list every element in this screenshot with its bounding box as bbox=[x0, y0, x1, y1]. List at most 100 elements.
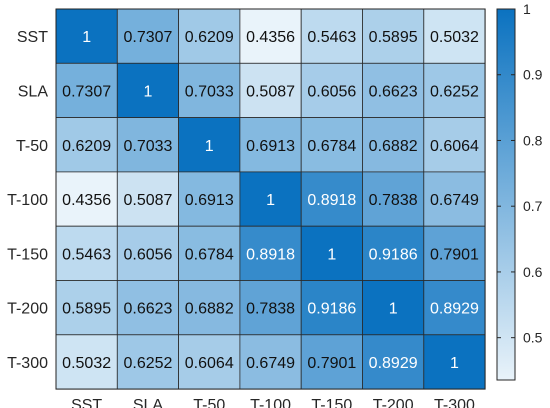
colorbar-tick-label: 1 bbox=[523, 1, 531, 17]
heatmap-cell-sst-sla bbox=[116, 8, 180, 64]
cell-value-label: 0.8929 bbox=[430, 301, 479, 318]
heatmap-cell-t-300-t-50 bbox=[178, 334, 241, 390]
heatmap-cell-t-50-t-300 bbox=[423, 117, 486, 173]
cell-value-label: 1 bbox=[266, 192, 275, 209]
cell-value-label: 0.9186 bbox=[369, 246, 418, 263]
heatmap-cell-sst-sst bbox=[55, 8, 118, 64]
y-tick-label: T-200 bbox=[7, 301, 48, 318]
cell-value-label: 0.7307 bbox=[62, 83, 111, 100]
cell-value-label: 0.6749 bbox=[430, 192, 479, 209]
heatmap-cell-t-100-t-300 bbox=[423, 171, 486, 227]
cell-value-label: 1 bbox=[389, 301, 398, 318]
cell-value-label: 0.5032 bbox=[430, 29, 479, 46]
cell-value-label: 0.5463 bbox=[307, 29, 356, 46]
colorbar-tick-label: 0.7 bbox=[523, 198, 543, 214]
heatmap-cell-t-200-t-100 bbox=[239, 280, 302, 336]
heatmap-cell-t-50-t-50 bbox=[178, 117, 241, 173]
y-tick-label: T-150 bbox=[7, 246, 48, 263]
cell-value-label: 0.6913 bbox=[185, 192, 234, 209]
x-axis-tick-labels: SST SLA T-50 T-100 T-150 T-200 T-300 bbox=[71, 397, 475, 408]
cell-value-label: 0.6882 bbox=[369, 138, 418, 155]
heatmap-cell-t-50-t-200 bbox=[362, 117, 425, 173]
heatmap-frame bbox=[55, 8, 486, 390]
cell-value-label: 1 bbox=[450, 355, 459, 372]
colorbar-tick-label: 0.6 bbox=[523, 264, 543, 280]
cell-value-label: 0.6252 bbox=[430, 83, 479, 100]
x-tick-label: T-150 bbox=[311, 397, 352, 408]
x-tick-label: T-100 bbox=[250, 397, 291, 408]
heatmap-cells bbox=[55, 8, 486, 390]
heatmap-cell-t-150-t-50 bbox=[178, 225, 241, 281]
heatmap-cell-t-100-sst bbox=[55, 171, 118, 227]
cell-value-label: 0.6064 bbox=[430, 138, 479, 155]
heatmap-cell-t-200-sla bbox=[116, 280, 180, 336]
colorbar: 0.5 0.6 0.7 0.8 0.9 1 bbox=[496, 1, 543, 381]
cell-value-label: 0.6056 bbox=[123, 246, 172, 263]
cell-value-label: 0.7901 bbox=[307, 355, 356, 372]
cell-value-label: 1 bbox=[205, 138, 214, 155]
heatmap-cell-t-200-t-150 bbox=[300, 280, 363, 336]
y-tick-label: T-50 bbox=[16, 138, 48, 155]
cell-value-label: 0.4356 bbox=[62, 192, 111, 209]
cell-value-label: 0.6623 bbox=[369, 83, 418, 100]
heatmap-cell-t-50-sla bbox=[116, 117, 180, 173]
x-tick-label: T-300 bbox=[434, 397, 475, 408]
cell-value-label: 0.6064 bbox=[185, 355, 234, 372]
heatmap-cell-t-300-t-300 bbox=[423, 334, 486, 390]
colorbar-tick-label: 0.9 bbox=[523, 67, 543, 83]
cell-value-label: 0.5895 bbox=[369, 29, 418, 46]
y-tick-label: T-300 bbox=[7, 355, 48, 372]
cell-value-label: 0.5463 bbox=[62, 246, 111, 263]
heatmap-cell-t-300-t-100 bbox=[239, 334, 302, 390]
cell-value-label: 0.6749 bbox=[246, 355, 295, 372]
heatmap-cell-t-100-t-100 bbox=[239, 171, 302, 227]
colorbar-gradient bbox=[496, 8, 516, 381]
heatmap-cell-sla-t-150 bbox=[300, 62, 363, 118]
cell-value-label: 0.6252 bbox=[123, 355, 172, 372]
heatmap-cell-t-300-t-200 bbox=[362, 334, 425, 390]
heatmap-cell-sla-t-50 bbox=[178, 62, 241, 118]
cell-value-label: 0.6913 bbox=[246, 138, 295, 155]
cell-value-label: 0.8918 bbox=[307, 192, 356, 209]
cell-value-label: 0.6209 bbox=[185, 29, 234, 46]
heatmap-cell-sst-t-200 bbox=[362, 8, 425, 64]
cell-value-label: 0.6882 bbox=[185, 301, 234, 318]
cell-value-label: 1 bbox=[143, 83, 152, 100]
cell-value-label: 0.5032 bbox=[62, 355, 111, 372]
y-axis-tick-labels: SST SLA T-50 T-100 T-150 T-200 T-300 bbox=[7, 29, 48, 372]
heatmap-cell-t-100-t-200 bbox=[362, 171, 425, 227]
y-tick-label: SLA bbox=[18, 83, 49, 100]
heatmap-cell-t-200-t-300 bbox=[423, 280, 486, 336]
cell-value-label: 0.4356 bbox=[246, 29, 295, 46]
cell-value-label: 0.7901 bbox=[430, 246, 479, 263]
cell-value-label: 0.9186 bbox=[307, 301, 356, 318]
heatmap-cell-t-150-sst bbox=[55, 225, 118, 281]
x-tick-label: T-200 bbox=[373, 397, 414, 408]
cell-value-label: 0.6209 bbox=[62, 138, 111, 155]
cell-value-label: 0.7307 bbox=[123, 29, 172, 46]
cell-value-label: 0.7033 bbox=[185, 83, 234, 100]
x-tick-label: SLA bbox=[133, 397, 164, 408]
heatmap-cell-t-300-sst bbox=[55, 334, 118, 390]
cell-value-label: 0.6784 bbox=[307, 138, 356, 155]
cell-value-label: 0.6784 bbox=[185, 246, 234, 263]
heatmap-cell-t-300-t-150 bbox=[300, 334, 363, 390]
cell-value-label: 0.7033 bbox=[123, 138, 172, 155]
colorbar-tick-label: 0.5 bbox=[523, 330, 543, 346]
heatmap-cell-sla-t-300 bbox=[423, 62, 486, 118]
heatmap-cell-t-50-t-150 bbox=[300, 117, 363, 173]
cell-value-label: 1 bbox=[82, 29, 91, 46]
cell-value-label: 0.8918 bbox=[246, 246, 295, 263]
heatmap-cell-t-200-sst bbox=[55, 280, 118, 336]
x-tick-label: SST bbox=[71, 397, 102, 408]
cell-value-label: 0.5087 bbox=[123, 192, 172, 209]
cell-value-label: 0.7838 bbox=[369, 192, 418, 209]
y-tick-label: SST bbox=[17, 29, 48, 46]
cell-value-label: 0.6056 bbox=[307, 83, 356, 100]
y-tick-label: T-100 bbox=[7, 192, 48, 209]
heatmap-cell-t-200-t-50 bbox=[178, 280, 241, 336]
cell-value-label: 0.5895 bbox=[62, 301, 111, 318]
cell-value-label: 0.5087 bbox=[246, 83, 295, 100]
x-tick-label: T-50 bbox=[193, 397, 225, 408]
